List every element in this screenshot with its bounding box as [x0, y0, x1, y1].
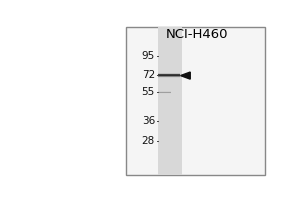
- Bar: [158, 92, 171, 93]
- Text: 36: 36: [142, 116, 155, 126]
- Bar: [158, 91, 171, 92]
- Text: NCI-H460: NCI-H460: [166, 28, 228, 41]
- Bar: [158, 93, 171, 94]
- Text: 28: 28: [142, 136, 155, 146]
- Text: 55: 55: [142, 87, 155, 97]
- Polygon shape: [181, 72, 190, 79]
- Bar: [158, 74, 181, 75]
- Text: 95: 95: [142, 51, 155, 61]
- Bar: [158, 74, 181, 75]
- FancyBboxPatch shape: [126, 27, 266, 175]
- Bar: [158, 75, 181, 76]
- Bar: [158, 77, 181, 78]
- Bar: [158, 73, 181, 74]
- FancyBboxPatch shape: [158, 27, 182, 175]
- Text: 72: 72: [142, 70, 155, 80]
- Bar: [158, 76, 181, 77]
